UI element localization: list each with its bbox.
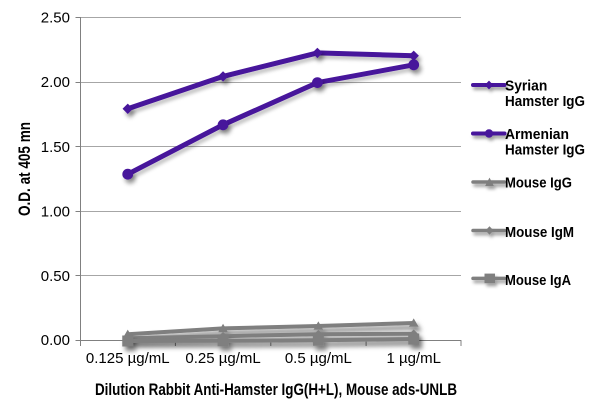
svg-text:0.25 µg/mL: 0.25 µg/mL <box>185 350 260 367</box>
svg-text:0.125 µg/mL: 0.125 µg/mL <box>86 350 170 367</box>
svg-text:2.00: 2.00 <box>41 74 70 91</box>
svg-text:Dilution Rabbit Anti-Hamster I: Dilution Rabbit Anti-Hamster IgG(H+L), M… <box>95 380 457 399</box>
svg-text:2.50: 2.50 <box>41 10 70 27</box>
svg-text:O.D. at 405 mn: O.D. at 405 mn <box>16 122 34 216</box>
svg-text:Mouse IgG: Mouse IgG <box>505 175 572 192</box>
svg-text:Hamster IgG: Hamster IgG <box>505 93 585 110</box>
svg-text:Syrian: Syrian <box>505 78 547 95</box>
svg-text:Mouse IgA: Mouse IgA <box>505 272 571 289</box>
svg-text:Mouse IgM: Mouse IgM <box>505 224 574 241</box>
svg-text:0.50: 0.50 <box>41 268 70 285</box>
svg-text:0.00: 0.00 <box>41 332 70 349</box>
svg-text:1 µg/mL: 1 µg/mL <box>386 350 441 367</box>
svg-text:Armenian: Armenian <box>505 126 569 143</box>
svg-text:Hamster IgG: Hamster IgG <box>505 142 585 159</box>
svg-text:1.50: 1.50 <box>41 139 70 156</box>
svg-text:1.00: 1.00 <box>41 203 70 220</box>
svg-text:0.5 µg/mL: 0.5 µg/mL <box>285 350 352 367</box>
